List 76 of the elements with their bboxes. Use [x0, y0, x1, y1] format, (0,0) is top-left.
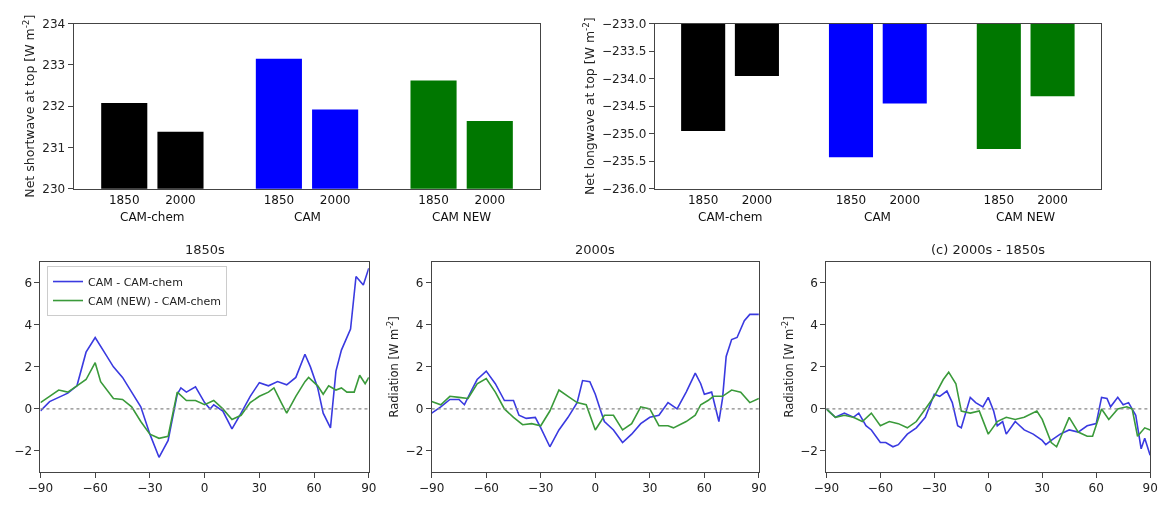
y-tick-label: −2 — [800, 444, 818, 459]
y-tick-label: 230 — [42, 181, 66, 196]
text: CAM NEW — [996, 210, 1056, 224]
y-tick-label: −233.0 — [601, 16, 647, 31]
y-tick-label: 4 — [810, 318, 818, 333]
chart-title: (c) 2000s - 1850s — [931, 242, 1046, 257]
legend-label: CAM - CAM-chem — [88, 275, 183, 289]
text: CAM NEW — [432, 210, 492, 224]
y-tick-label: 0 — [24, 402, 33, 417]
y-tick-label: −233.5 — [601, 44, 647, 59]
y-tick-label: −2 — [405, 444, 424, 459]
chart-title: 2000s — [575, 242, 616, 257]
x-tick-label: 2000 — [889, 193, 921, 208]
y-tick-label: 2 — [24, 360, 33, 375]
y-tick-label: 2 — [415, 360, 424, 375]
y-tick-label: −235.5 — [601, 154, 647, 169]
text: CAM — [864, 210, 891, 224]
y-tick-label: 6 — [415, 276, 424, 291]
x-tick-label: 1850 — [687, 193, 719, 208]
legend-label: CAM (NEW) - CAM-chem — [88, 294, 221, 308]
x-tick-label: 30 — [251, 481, 267, 496]
y-tick-label: −234.0 — [601, 71, 647, 86]
x-tick-label: 90 — [1142, 481, 1158, 496]
y-tick-label: 233 — [42, 58, 66, 73]
x-tick-label: 1850 — [983, 193, 1015, 208]
x-tick-label: 60 — [696, 481, 712, 496]
y-tick-label: 0 — [810, 402, 818, 417]
y-tick-label: −236.0 — [601, 181, 647, 196]
x-tick-label: 0 — [984, 481, 993, 496]
text: CAM — [294, 210, 321, 224]
line-series — [40, 361, 369, 440]
x-tick-label: 90 — [361, 481, 377, 496]
x-tick-label: 2000 — [1037, 193, 1068, 208]
line-series — [431, 377, 759, 431]
y-tick-label: −235.0 — [601, 126, 647, 141]
x-tick-label: 0 — [200, 481, 209, 496]
x-tick-label: 0 — [591, 481, 600, 496]
x-tick-label: 30 — [1034, 481, 1050, 496]
text: CAM-chem — [120, 210, 185, 224]
x-tick-label: 90 — [751, 481, 767, 496]
x-tick-label: 1850 — [108, 193, 140, 208]
x-tick-label: −60 — [473, 481, 499, 496]
x-tick-label: −90 — [813, 481, 840, 496]
y-tick-label: 6 — [24, 276, 33, 291]
y-tick-label: 232 — [42, 99, 66, 114]
x-tick-label: −30 — [137, 481, 163, 496]
line-series — [826, 371, 1151, 448]
x-tick-label: −60 — [82, 481, 108, 496]
y-tick-label: 4 — [415, 318, 424, 333]
y-tick-label: 0 — [415, 402, 424, 417]
x-tick-label: 2000 — [741, 193, 773, 208]
x-tick-label: −90 — [27, 481, 54, 496]
x-tick-label: 1850 — [835, 193, 867, 208]
x-tick-label: −30 — [921, 481, 947, 496]
x-tick-label: −30 — [528, 481, 554, 496]
x-tick-label: 1850 — [418, 193, 449, 208]
x-tick-label: 2000 — [474, 193, 506, 208]
x-tick-label: 60 — [1088, 481, 1104, 496]
y-tick-label: 4 — [24, 318, 33, 333]
x-tick-label: 30 — [642, 481, 658, 496]
y-tick-label: −234.5 — [601, 99, 647, 114]
chart-title: 1850s — [185, 242, 226, 257]
x-tick-label: −60 — [867, 481, 894, 496]
y-tick-label: −2 — [14, 444, 33, 459]
x-tick-label: 1850 — [263, 193, 295, 208]
y-tick-label: 6 — [810, 276, 818, 291]
x-tick-label: 60 — [306, 481, 322, 496]
x-tick-label: 2000 — [319, 193, 351, 208]
line-series — [431, 313, 759, 448]
y-tick-label: 231 — [42, 140, 66, 155]
x-tick-label: −90 — [419, 481, 445, 496]
line-series — [40, 267, 369, 459]
x-tick-label: 2000 — [165, 193, 196, 208]
y-tick-label: 2 — [810, 360, 818, 375]
y-tick-label: 234 — [42, 16, 66, 31]
text: CAM-chem — [698, 210, 763, 224]
